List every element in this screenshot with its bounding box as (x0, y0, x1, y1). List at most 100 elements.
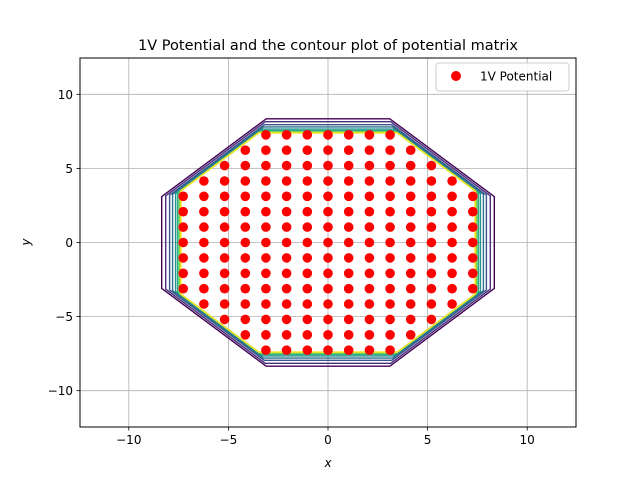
data-point (240, 222, 251, 232)
data-point (261, 176, 271, 186)
data-point (199, 283, 209, 294)
x-tick-label: 10 (520, 433, 535, 447)
data-point (199, 268, 209, 279)
data-point (261, 206, 271, 217)
data-point (281, 253, 292, 263)
data-point (426, 268, 437, 279)
data-point (302, 130, 313, 140)
data-point (405, 145, 416, 155)
data-point (447, 299, 457, 309)
data-point (240, 314, 251, 325)
data-point (219, 206, 230, 217)
data-point (343, 299, 354, 309)
data-point (302, 268, 313, 279)
data-point (364, 268, 375, 279)
data-point (364, 145, 375, 155)
legend: 1V Potential (435, 62, 570, 92)
data-point (364, 222, 375, 232)
data-point (385, 145, 395, 155)
y-tick-label: −5 (55, 310, 73, 324)
data-point (323, 299, 333, 309)
data-point (323, 191, 333, 202)
data-point (468, 222, 478, 232)
data-point (468, 237, 478, 248)
data-point (385, 130, 395, 140)
data-point (261, 237, 271, 248)
data-point (261, 345, 271, 356)
data-point (240, 191, 251, 202)
data-point (468, 206, 478, 217)
data-point (302, 253, 313, 263)
data-point (302, 206, 313, 217)
data-point (219, 268, 230, 279)
data-point (343, 206, 354, 217)
data-point (447, 283, 457, 294)
data-point (343, 237, 354, 248)
data-point (323, 314, 333, 325)
data-point (219, 160, 230, 171)
data-point (468, 191, 478, 202)
data-point (364, 283, 375, 294)
data-point (219, 314, 230, 325)
data-point (426, 314, 437, 325)
data-point (405, 299, 416, 309)
data-point (240, 253, 251, 263)
data-point (364, 206, 375, 217)
data-point (261, 314, 271, 325)
data-point (447, 206, 457, 217)
data-point (405, 222, 416, 232)
data-point (302, 283, 313, 294)
data-point (447, 237, 457, 248)
data-point (447, 176, 457, 186)
data-point (302, 176, 313, 186)
x-tick-label: 5 (424, 433, 432, 447)
data-point (178, 268, 188, 279)
data-point (323, 222, 333, 232)
data-point (261, 160, 271, 171)
contour-line (168, 123, 488, 361)
x-axis-label: x (323, 456, 332, 470)
data-point (364, 160, 375, 171)
data-point (343, 283, 354, 294)
data-point (364, 314, 375, 325)
data-point (240, 237, 251, 248)
data-point (323, 176, 333, 186)
data-point (240, 176, 251, 186)
data-point (302, 237, 313, 248)
data-point (385, 283, 395, 294)
data-point (343, 330, 354, 340)
data-point (405, 191, 416, 202)
data-point (426, 253, 437, 263)
data-point (281, 206, 292, 217)
data-point (323, 145, 333, 155)
data-point (281, 130, 292, 140)
data-point (447, 253, 457, 263)
data-point (447, 222, 457, 232)
legend-marker (451, 71, 461, 81)
data-point (281, 345, 292, 356)
contour-line (164, 120, 491, 364)
data-point (302, 160, 313, 171)
data-point (178, 206, 188, 217)
data-point (178, 222, 188, 232)
data-point (261, 299, 271, 309)
data-point (199, 237, 209, 248)
data-point (323, 345, 333, 356)
data-point (281, 299, 292, 309)
x-tick-label: −5 (220, 433, 238, 447)
data-point (385, 191, 395, 202)
data-point (343, 345, 354, 356)
data-point (219, 253, 230, 263)
y-tick-label: −10 (48, 384, 73, 398)
data-point (426, 176, 437, 186)
data-point (343, 160, 354, 171)
data-point (261, 191, 271, 202)
data-point (343, 222, 354, 232)
data-point (364, 176, 375, 186)
data-point (385, 345, 395, 356)
data-point (343, 176, 354, 186)
data-point (385, 330, 395, 340)
data-point (343, 253, 354, 263)
data-point (178, 253, 188, 263)
